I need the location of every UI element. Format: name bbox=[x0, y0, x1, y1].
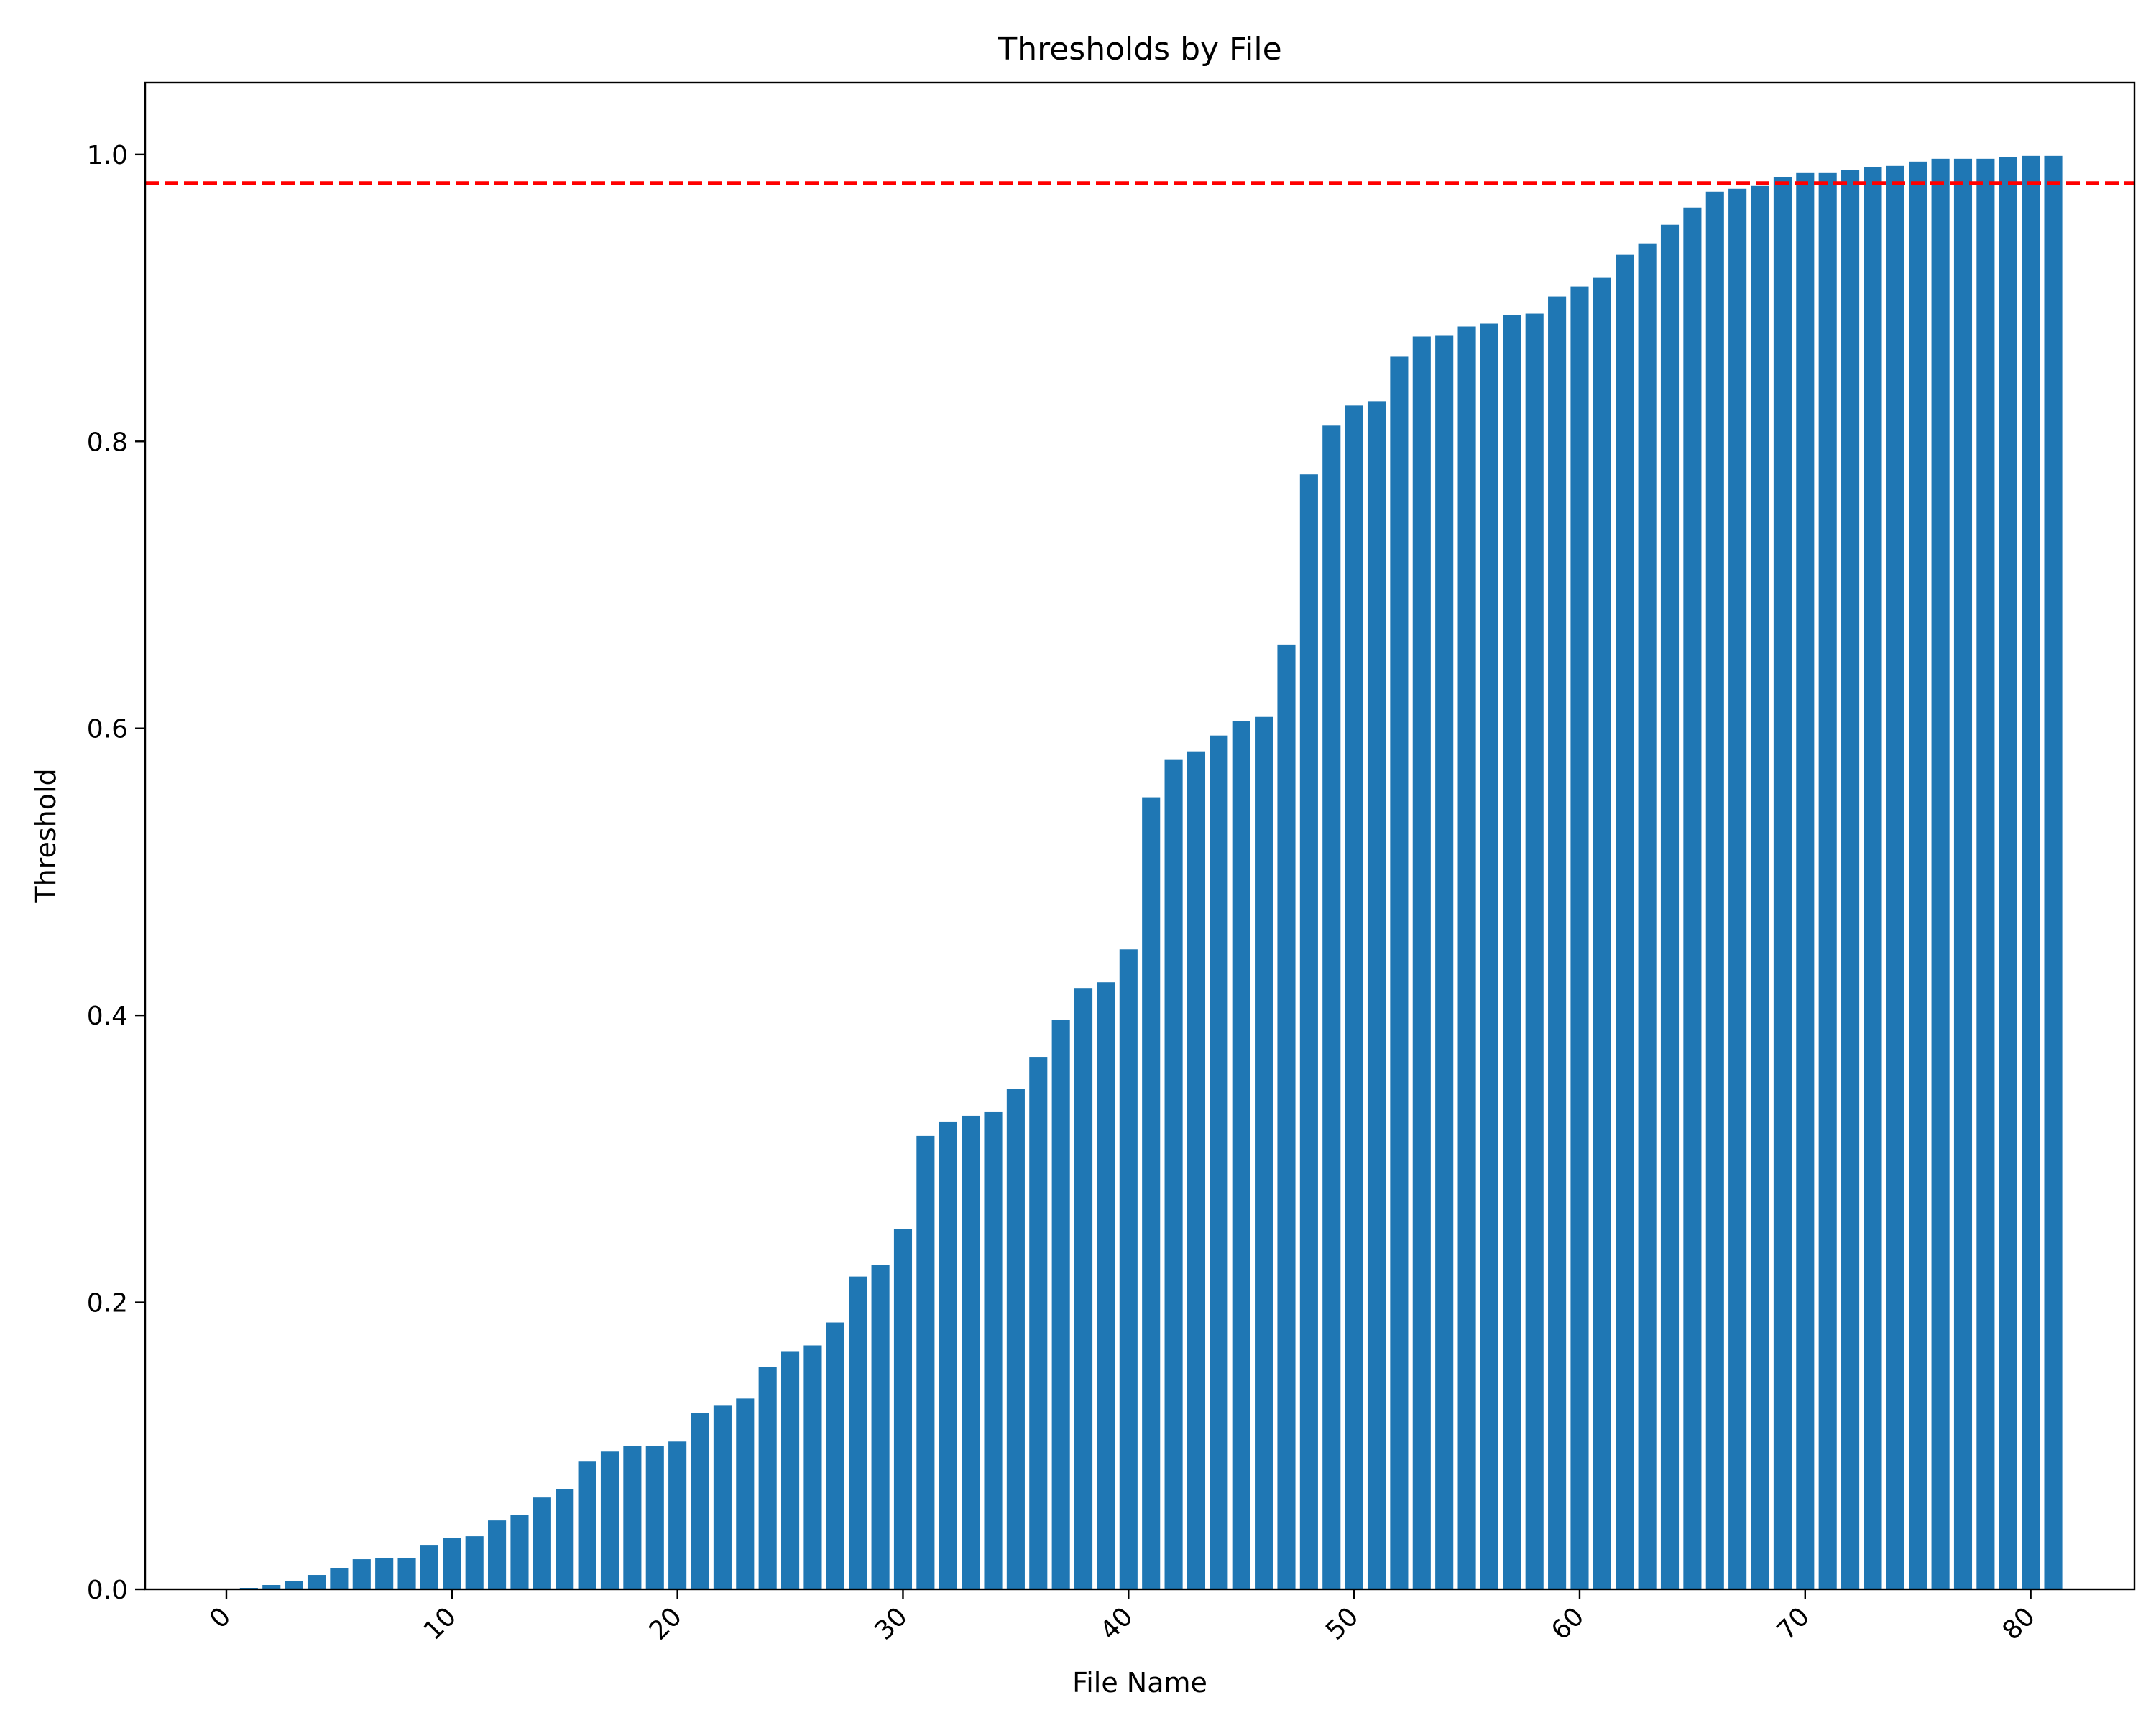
bar-10 bbox=[443, 1538, 461, 1589]
bar-28 bbox=[849, 1276, 867, 1589]
y-tick-label-3: 0.6 bbox=[87, 715, 128, 744]
bar-14 bbox=[533, 1497, 551, 1589]
bar-76 bbox=[1931, 158, 1950, 1590]
bar-75 bbox=[1909, 161, 1927, 1590]
bar-8 bbox=[397, 1558, 416, 1589]
bar-66 bbox=[1705, 191, 1724, 1589]
bar-79 bbox=[1999, 157, 2017, 1590]
bar-53 bbox=[1412, 336, 1431, 1589]
bar-51 bbox=[1367, 401, 1386, 1589]
bar-57 bbox=[1503, 315, 1521, 1589]
bar-36 bbox=[1029, 1057, 1048, 1589]
bar-30 bbox=[893, 1229, 913, 1589]
bar-67 bbox=[1728, 188, 1747, 1589]
y-axis-label: Threshold bbox=[30, 768, 62, 903]
bar-63 bbox=[1638, 243, 1657, 1590]
bar-42 bbox=[1164, 759, 1183, 1589]
bar-59 bbox=[1548, 296, 1567, 1589]
bars-layer bbox=[239, 155, 2063, 1590]
bar-37 bbox=[1051, 1020, 1070, 1589]
bar-12 bbox=[488, 1520, 507, 1589]
bar-6 bbox=[352, 1559, 371, 1589]
bar-22 bbox=[713, 1405, 732, 1589]
bar-38 bbox=[1074, 988, 1093, 1589]
bar-18 bbox=[623, 1446, 642, 1589]
bar-44 bbox=[1210, 735, 1228, 1590]
bar-55 bbox=[1457, 326, 1476, 1589]
bar-50 bbox=[1345, 405, 1363, 1589]
bar-34 bbox=[984, 1111, 1003, 1589]
bar-26 bbox=[803, 1345, 822, 1589]
bar-77 bbox=[1953, 158, 1973, 1590]
bar-49 bbox=[1322, 425, 1341, 1589]
y-tick-label-4: 0.8 bbox=[87, 428, 128, 457]
bar-2 bbox=[262, 1585, 281, 1589]
y-tick-label-1: 0.2 bbox=[87, 1289, 128, 1318]
bar-70 bbox=[1796, 172, 1815, 1589]
bar-81 bbox=[2044, 155, 2063, 1590]
bar-62 bbox=[1616, 254, 1634, 1589]
bar-47 bbox=[1277, 644, 1296, 1589]
bar-45 bbox=[1232, 721, 1250, 1589]
bar-46 bbox=[1255, 716, 1273, 1589]
bar-58 bbox=[1525, 313, 1544, 1589]
bar-61 bbox=[1593, 277, 1611, 1589]
bar-5 bbox=[330, 1568, 349, 1589]
bar-40 bbox=[1119, 949, 1138, 1589]
bar-39 bbox=[1097, 982, 1115, 1589]
bar-19 bbox=[645, 1446, 664, 1589]
bar-72 bbox=[1841, 170, 1860, 1590]
bar-21 bbox=[691, 1413, 709, 1589]
y-tick-label-5: 1.0 bbox=[87, 141, 128, 170]
bar-71 bbox=[1818, 172, 1837, 1589]
bar-32 bbox=[939, 1121, 957, 1589]
bar-64 bbox=[1660, 224, 1680, 1590]
bar-74 bbox=[1886, 165, 1904, 1590]
bar-48 bbox=[1299, 474, 1318, 1589]
y-axis-ticks: 0.0 0.2 0.4 0.6 0.8 1.0 bbox=[87, 141, 145, 1605]
bar-33 bbox=[962, 1115, 980, 1589]
bar-15 bbox=[556, 1489, 574, 1589]
bar-35 bbox=[1006, 1089, 1025, 1589]
bar-52 bbox=[1390, 356, 1409, 1590]
bar-78 bbox=[1976, 158, 1995, 1590]
bar-43 bbox=[1187, 751, 1206, 1589]
bar-25 bbox=[781, 1351, 800, 1589]
bar-23 bbox=[736, 1398, 755, 1589]
bar-41 bbox=[1142, 797, 1161, 1589]
plot-frame bbox=[144, 81, 2136, 1591]
bar-13 bbox=[510, 1515, 529, 1589]
bar-73 bbox=[1864, 167, 1882, 1590]
bar-68 bbox=[1751, 185, 1769, 1589]
bar-29 bbox=[871, 1265, 890, 1589]
bar-60 bbox=[1570, 286, 1589, 1590]
bar-7 bbox=[375, 1558, 394, 1589]
bar-4 bbox=[307, 1575, 326, 1589]
bar-3 bbox=[285, 1581, 303, 1589]
bar-69 bbox=[1773, 177, 1792, 1589]
bar-16 bbox=[578, 1461, 596, 1589]
bar-20 bbox=[668, 1441, 687, 1589]
bar-54 bbox=[1435, 335, 1454, 1589]
y-tick-label-0: 0.0 bbox=[87, 1576, 128, 1605]
bar-9 bbox=[420, 1545, 438, 1589]
bar-80 bbox=[2022, 155, 2040, 1590]
chart-title: Thresholds by File bbox=[997, 31, 1281, 68]
bar-24 bbox=[758, 1367, 777, 1589]
y-tick-label-2: 0.4 bbox=[87, 1002, 128, 1031]
bar-65 bbox=[1683, 207, 1702, 1589]
x-axis-label: File Name bbox=[1072, 1667, 1207, 1699]
bar-17 bbox=[600, 1451, 619, 1589]
bar-31 bbox=[916, 1135, 935, 1589]
bar-56 bbox=[1480, 323, 1498, 1589]
bar-27 bbox=[826, 1322, 844, 1589]
bar-11 bbox=[465, 1536, 484, 1589]
